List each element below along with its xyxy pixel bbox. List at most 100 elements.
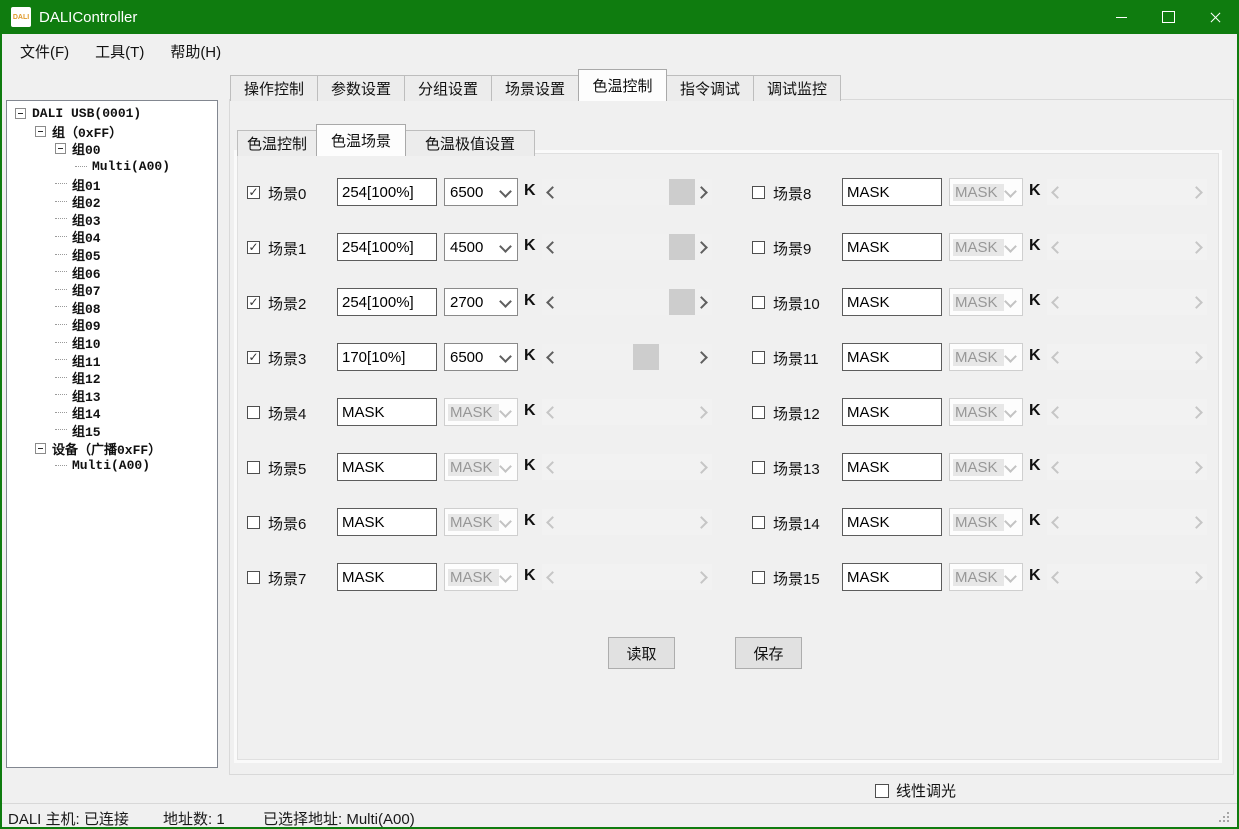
scene-checkbox[interactable] (752, 186, 765, 199)
scroll-left-icon[interactable] (1051, 296, 1064, 309)
tab-4[interactable]: 色温控制 (578, 69, 667, 101)
tab-5[interactable]: 指令调试 (666, 75, 754, 101)
scene-cct-dropdown[interactable]: 4500 (444, 233, 518, 261)
tree-node[interactable]: 组06 (7, 263, 217, 282)
scene-slider[interactable] (1047, 289, 1207, 315)
scene-level-input[interactable] (337, 288, 437, 316)
scroll-right-icon[interactable] (695, 516, 708, 529)
scroll-right-icon[interactable] (1190, 461, 1203, 474)
scene-slider[interactable] (1047, 179, 1207, 205)
scene-level-input[interactable] (337, 398, 437, 426)
scene-checkbox[interactable] (247, 461, 260, 474)
scroll-left-icon[interactable] (546, 571, 559, 584)
scroll-right-icon[interactable] (695, 186, 708, 199)
scene-slider[interactable] (542, 344, 712, 370)
scroll-left-icon[interactable] (546, 241, 559, 254)
tree-node[interactable]: 组08 (7, 299, 217, 317)
scene-slider[interactable] (542, 234, 712, 260)
scene-level-input[interactable] (337, 563, 437, 591)
scroll-right-icon[interactable] (695, 406, 708, 419)
scene-checkbox[interactable]: ✓ (247, 185, 260, 199)
save-button[interactable]: 保存 (735, 637, 802, 669)
scene-level-input[interactable] (337, 178, 437, 206)
scroll-right-icon[interactable] (1190, 406, 1203, 419)
scene-slider[interactable] (542, 564, 712, 590)
scroll-left-icon[interactable] (546, 351, 559, 364)
scene-slider[interactable] (1047, 399, 1207, 425)
tree-node[interactable]: 组04 (7, 228, 217, 246)
tree-node[interactable]: 组12 (7, 369, 217, 387)
tab-0[interactable]: 操作控制 (230, 75, 318, 101)
tab-1[interactable]: 参数设置 (317, 75, 405, 101)
scene-level-input[interactable] (842, 398, 942, 426)
scene-slider[interactable] (542, 289, 712, 315)
scroll-left-icon[interactable] (1051, 241, 1064, 254)
scene-checkbox[interactable] (752, 241, 765, 254)
subtab-1[interactable]: 色温场景 (316, 124, 406, 156)
tree-node[interactable]: 组15 (7, 422, 217, 440)
subtab-0[interactable]: 色温控制 (237, 130, 317, 156)
scene-checkbox[interactable] (752, 516, 765, 529)
scroll-left-icon[interactable] (546, 296, 559, 309)
scene-slider[interactable] (1047, 344, 1207, 370)
tab-3[interactable]: 场景设置 (491, 75, 579, 101)
scene-level-input[interactable] (842, 233, 942, 261)
subtab-2[interactable]: 色温极值设置 (405, 130, 535, 156)
scene-level-input[interactable] (842, 288, 942, 316)
scene-cct-dropdown[interactable]: MASK (949, 343, 1023, 371)
scroll-right-icon[interactable] (1190, 516, 1203, 529)
tree-node[interactable]: DALI USB(0001) (7, 105, 217, 123)
scroll-left-icon[interactable] (546, 516, 559, 529)
tab-6[interactable]: 调试监控 (753, 75, 841, 101)
tree-collapse-icon[interactable] (35, 125, 46, 137)
menu-item[interactable]: 工具(T) (95, 43, 145, 61)
scene-cct-dropdown[interactable]: MASK (949, 178, 1023, 206)
menu-item[interactable]: 帮助(H) (170, 43, 222, 61)
tree-node[interactable]: 组00 (7, 140, 217, 158)
tree-node[interactable]: 组13 (7, 387, 217, 405)
scene-slider[interactable] (542, 454, 712, 480)
scene-checkbox[interactable] (247, 406, 260, 419)
scene-level-input[interactable] (842, 453, 942, 481)
scroll-right-icon[interactable] (695, 241, 708, 254)
read-button[interactable]: 读取 (608, 637, 675, 669)
scroll-right-icon[interactable] (1190, 241, 1203, 254)
tree-node[interactable]: 组14 (7, 404, 217, 422)
slider-thumb[interactable] (669, 179, 695, 205)
scroll-left-icon[interactable] (1051, 186, 1064, 199)
scene-cct-dropdown[interactable]: MASK (444, 508, 518, 536)
tab-2[interactable]: 分组设置 (404, 75, 492, 101)
scene-slider[interactable] (542, 509, 712, 535)
tree-node[interactable]: 组11 (7, 351, 217, 370)
scene-cct-dropdown[interactable]: 6500 (444, 343, 518, 371)
tree-collapse-icon[interactable] (55, 143, 66, 155)
scene-level-input[interactable] (337, 233, 437, 261)
tree-collapse-icon[interactable] (35, 442, 46, 454)
scene-slider[interactable] (1047, 564, 1207, 590)
tree-node[interactable]: 组09 (7, 316, 217, 334)
menu-item[interactable]: 文件(F) (20, 43, 70, 61)
scene-level-input[interactable] (842, 178, 942, 206)
scroll-left-icon[interactable] (1051, 461, 1064, 474)
scene-checkbox[interactable] (247, 516, 260, 529)
scene-cct-dropdown[interactable]: MASK (949, 508, 1023, 536)
close-button[interactable] (1192, 0, 1239, 34)
tree-node[interactable]: 组03 (7, 211, 217, 229)
scene-checkbox[interactable] (247, 571, 260, 584)
scene-level-input[interactable] (337, 343, 437, 371)
scene-cct-dropdown[interactable]: MASK (949, 563, 1023, 591)
maximize-button[interactable] (1145, 0, 1192, 34)
scene-cct-dropdown[interactable]: MASK (949, 453, 1023, 481)
tree-node[interactable]: 设备（广播0xFF） (7, 439, 217, 458)
scroll-left-icon[interactable] (546, 406, 559, 419)
scene-slider[interactable] (1047, 509, 1207, 535)
scroll-right-icon[interactable] (695, 296, 708, 309)
tree-node[interactable]: 组01 (7, 175, 217, 194)
tree-node[interactable]: 组07 (7, 281, 217, 299)
scroll-right-icon[interactable] (695, 571, 708, 584)
scene-level-input[interactable] (842, 343, 942, 371)
scene-slider[interactable] (542, 179, 712, 205)
tree-node[interactable]: 组05 (7, 246, 217, 264)
scroll-left-icon[interactable] (1051, 406, 1064, 419)
scene-checkbox[interactable]: ✓ (247, 350, 260, 364)
